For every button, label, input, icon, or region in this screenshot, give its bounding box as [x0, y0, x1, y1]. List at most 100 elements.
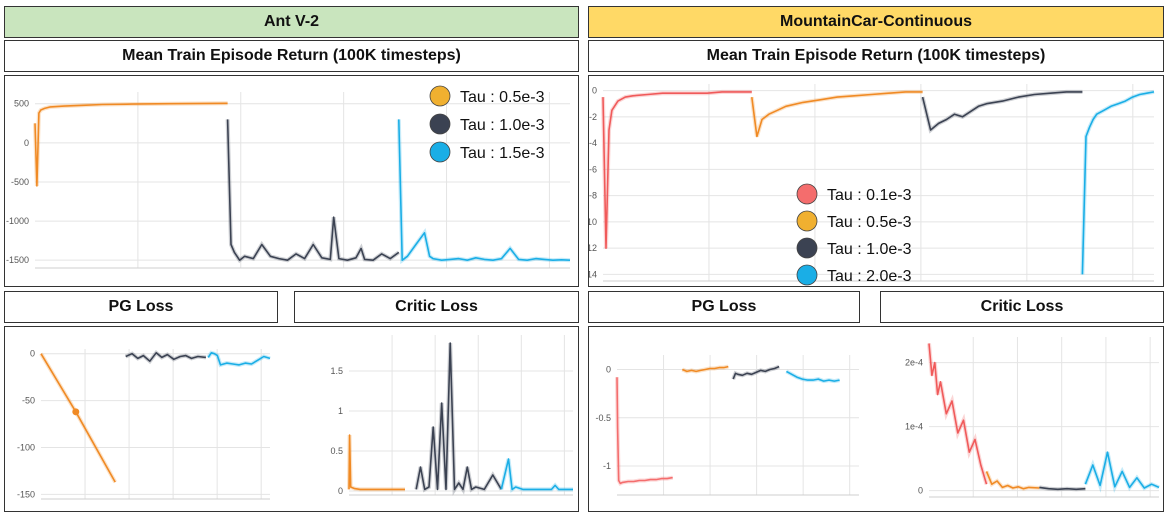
mc_return-ytick-label: -4: [589, 138, 597, 148]
ant_return-series-1-shadow: [225, 119, 400, 264]
ant-critic-title: Critic Loss: [395, 298, 478, 315]
ant-critic-loss-chart: 0 0.5 1 1.5: [330, 335, 573, 496]
mountaincar-env-title: MountainCar-Continuous: [780, 13, 972, 30]
mc_return-ytick-label: -14: [589, 269, 597, 279]
mountaincar-critic-title-box: Critic Loss: [880, 291, 1164, 323]
mc_return-ytick-label: 0: [592, 86, 597, 96]
mc_critic-ytick-label: 1e-4: [905, 422, 923, 432]
mc_return-series-0-shadow: [601, 89, 752, 249]
ant-env-header: Ant V-2: [4, 6, 579, 38]
ant_return-series-1-line: [226, 119, 400, 261]
ant-return-title: Mean Train Episode Return (100K timestep…: [122, 47, 461, 64]
ant_critic-series-2-line: [500, 458, 573, 491]
mc_return-legend-label: Tau : 0.1e-3: [827, 187, 912, 204]
mc_return-legend-label: Tau : 2.0e-3: [827, 268, 912, 285]
mc_critic-ytick-label: 2e-4: [905, 358, 923, 368]
ant_critic-series-0-shadow: [347, 434, 405, 492]
mc_critic-series-2-line: [1039, 486, 1086, 491]
mc_return-series-3-line: [1081, 91, 1155, 275]
ant_pg-ytick-label: -100: [17, 442, 35, 452]
mc_return-ytick-label: -8: [589, 191, 597, 201]
ant-loss-panel: 0 -50 -100 -150 0 0.5 1 1.5: [4, 326, 579, 512]
ant_pg-series-1-line: [125, 351, 206, 363]
ant_pg-grid: [41, 349, 270, 499]
mc_pg-series-0-line: [616, 377, 673, 485]
mc_return-legend-marker: [796, 264, 818, 286]
mc_critic-series-0-shadow: [927, 343, 989, 485]
mc_pg-series-1-line: [681, 365, 729, 373]
ant_pg-ytick-label: -50: [22, 396, 35, 406]
ant-return-panel: 500 0 -500 -1000 -1500 Tau : 0.5e-3 Tau : 1.0e…: [4, 75, 579, 287]
ant-env-title: Ant V-2: [263, 13, 320, 30]
ant_return-series-2-line: [398, 119, 571, 261]
ant_return-series-0-line: [34, 102, 228, 187]
ant_return-ytick-label: -500: [11, 177, 29, 187]
mc_return-ytick-label: -6: [589, 164, 597, 174]
mc_return-legend-marker: [796, 210, 818, 232]
mc_return-legend-label: Tau : 1.0e-3: [827, 241, 912, 258]
ant_return-series-2-shadow: [396, 119, 571, 265]
mc_pg-ytick-label: 0: [606, 364, 611, 374]
mc_return-legend-marker: [796, 237, 818, 259]
ant_return-series-0-shadow: [33, 101, 228, 186]
mc_return-legend-marker: [796, 183, 818, 205]
ant_return-legend-label: Tau : 1.5e-3: [460, 145, 545, 162]
ant_critic-series-1-shadow: [414, 342, 504, 496]
mc_return-series-2-shadow: [920, 89, 1083, 134]
mountaincar-pg-title: PG Loss: [691, 298, 757, 315]
mountaincar-return-chart: 0 -2 -4 -6 -8 -10 -12 -14 Tau : 0.1e-3 Tau : 0.5e…: [584, 84, 1155, 286]
mc_return-ytick-label: -10: [589, 217, 597, 227]
ant_return-ytick-label: 0: [24, 138, 29, 148]
mc_pg-series-2-line: [732, 365, 780, 380]
ant_return-legend-label: Tau : 0.5e-3: [460, 89, 545, 106]
ant-pg-loss-chart: 0 -50 -100 -150: [17, 349, 271, 500]
mc_critic-series-0-line: [928, 343, 988, 485]
ant_pg-ytick-label: 0: [30, 349, 35, 359]
ant-return-title-box: Mean Train Episode Return (100K timestep…: [4, 40, 579, 72]
mc_return-ytick-label: -12: [589, 243, 597, 253]
ant_critic-ytick-label: 1.5: [330, 366, 343, 376]
ant_critic-series-1-line: [415, 342, 502, 491]
mc_critic-series-3-line: [1084, 451, 1160, 489]
mountaincar-pg-loss-chart: 0 -0.5 -1: [595, 355, 859, 496]
ant_return-ytick-label: -1000: [6, 216, 29, 226]
mc_return-series-2-line: [921, 91, 1083, 131]
ant-return-chart: 500 0 -500 -1000 -1500 Tau : 0.5e-3 Tau : 1.0e…: [6, 85, 571, 269]
mountaincar-critic-loss-chart: 0 1e-4 2e-4: [905, 337, 1160, 498]
mc_pg-series-0-shadow: [615, 377, 674, 486]
mountaincar-return-panel: 0 -2 -4 -6 -8 -10 -12 -14 Tau : 0.1e-3 Tau : 0.5e…: [584, 75, 1164, 287]
ant_return-legend-marker: [429, 141, 451, 163]
mountaincar-loss-panel: 0 -0.5 -1 0 1e-4 2e-4: [588, 326, 1164, 512]
ant-pg-title: PG Loss: [108, 298, 174, 315]
mc_critic-series-1-line: [985, 471, 1040, 490]
mc_return-legend-label: Tau : 0.5e-3: [827, 214, 912, 231]
ant_return-ytick-label: 500: [14, 99, 29, 109]
mountaincar-return-title: Mean Train Episode Return (100K timestep…: [706, 47, 1046, 64]
ant_critic-grid: [349, 335, 573, 495]
mc_return-series-1-shadow: [749, 89, 923, 138]
ant_return-legend-label: Tau : 1.0e-3: [460, 117, 545, 134]
mc_pg-series-3-line: [786, 370, 840, 382]
ant_return-legend-marker: [429, 113, 451, 135]
mc_return-ytick-label: -2: [589, 112, 597, 122]
mc_critic-grid: [929, 337, 1159, 497]
mc_pg-ytick-label: -1: [603, 461, 611, 471]
ant_return-ytick-label: -1500: [6, 255, 29, 265]
ant_return-legend-marker: [429, 85, 451, 107]
mountaincar-pg-title-box: PG Loss: [588, 291, 860, 323]
ant_pg-series-0-marker: [72, 408, 80, 416]
ant_critic-ytick-label: 0: [338, 486, 343, 496]
mountaincar-critic-title: Critic Loss: [980, 298, 1064, 315]
ant_critic-series-0-line: [348, 434, 405, 491]
mc_return-series-0-line: [602, 91, 752, 249]
ant_pg-ytick-label: -150: [17, 489, 35, 499]
mc_pg-ytick-label: -0.5: [595, 413, 611, 423]
mc_critic-ytick-label: 0: [918, 486, 923, 496]
ant-critic-title-box: Critic Loss: [294, 291, 579, 323]
ant-pg-title-box: PG Loss: [4, 291, 278, 323]
mountaincar-return-title-box: Mean Train Episode Return (100K timestep…: [588, 40, 1164, 72]
mc_return-series-1-line: [751, 91, 923, 138]
mc_critic-series-3-shadow: [1083, 451, 1160, 493]
mc_pg-grid: [617, 355, 859, 495]
ant_pg-series-2-line: [207, 351, 271, 366]
